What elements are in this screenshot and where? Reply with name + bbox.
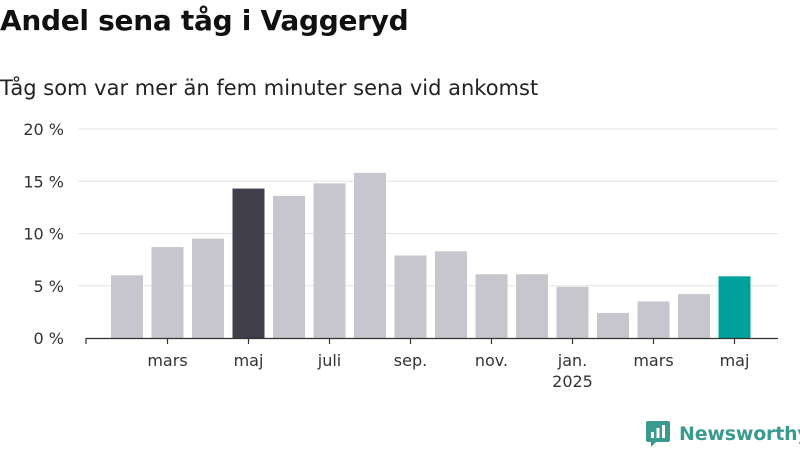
bar — [111, 275, 143, 338]
bar — [637, 301, 670, 338]
bar — [232, 188, 265, 338]
x-tick-label: jan. — [557, 351, 587, 370]
bar — [394, 255, 427, 338]
bar — [475, 274, 508, 338]
x-axis: mars maj juli sep. nov. jan. 2025 mars maj — [85, 337, 778, 391]
bar — [354, 172, 386, 338]
y-tick-label: 0 % — [34, 329, 64, 348]
chart-title: Andel sena tåg i Vaggeryd — [0, 4, 409, 37]
bar — [516, 274, 548, 338]
bar — [597, 312, 629, 338]
x-tick-label: maj — [234, 351, 264, 370]
x-tick-label: nov. — [475, 351, 508, 370]
y-axis: 0 % 5 % 10 % 15 % 20 % — [23, 120, 64, 348]
x-tick-label: juli — [317, 351, 341, 370]
chart-subtitle: Tåg som var mer än fem minuter sena vid … — [0, 76, 539, 100]
bar — [192, 238, 224, 338]
y-tick-label: 20 % — [23, 120, 64, 139]
bar — [718, 276, 751, 338]
newsworthy-logo-icon — [646, 421, 670, 447]
bar — [273, 195, 305, 338]
bar — [435, 251, 467, 338]
bars — [111, 172, 751, 338]
x-tick-sublabel: 2025 — [552, 372, 593, 391]
bar — [313, 183, 346, 338]
bar-chart: 0 % 5 % 10 % 15 % 20 % mars maj juli sep. nov. ja… — [23, 120, 778, 391]
y-tick-label: 15 % — [23, 172, 64, 191]
y-tick-label: 5 % — [34, 277, 64, 296]
x-tick-label: mars — [147, 351, 187, 370]
x-tick-label: mars — [633, 351, 673, 370]
bar — [556, 286, 589, 338]
y-tick-label: 10 % — [23, 225, 64, 244]
brand-name: Newsworthy — [679, 423, 800, 445]
bar — [678, 294, 710, 338]
bar — [151, 247, 184, 338]
brand: Newsworthy — [645, 420, 800, 448]
x-tick-label: sep. — [394, 351, 427, 370]
x-tick-label: maj — [720, 351, 750, 370]
